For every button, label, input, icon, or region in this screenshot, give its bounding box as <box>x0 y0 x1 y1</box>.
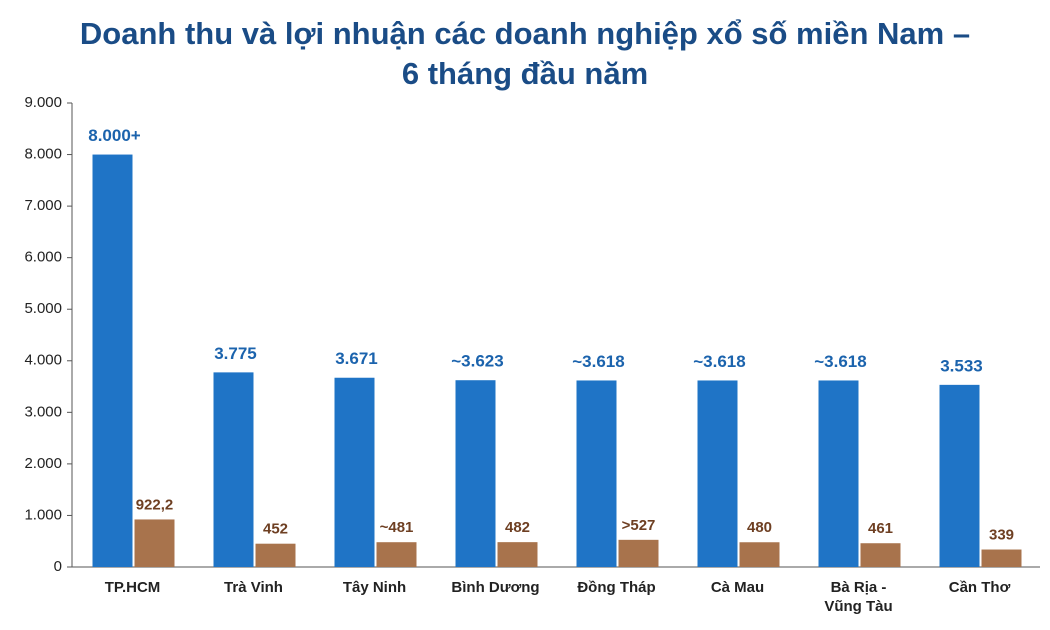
y-tick-label: 3.000 <box>24 403 62 420</box>
value-label: 339 <box>989 526 1014 543</box>
y-tick-label: 1.000 <box>24 506 62 523</box>
value-label: ~3.618 <box>814 352 866 371</box>
x-tick-label: Cà Mau <box>710 579 765 596</box>
bar <box>618 539 659 567</box>
value-label: >527 <box>622 517 656 534</box>
value-label: 3.671 <box>335 349 378 368</box>
value-label: 3.775 <box>214 344 257 363</box>
x-tick-label: TP.HCM <box>104 579 161 596</box>
bar <box>455 380 496 567</box>
bar <box>213 372 254 567</box>
x-tick-label: Cần Thơ <box>948 579 1011 596</box>
bar <box>818 380 859 567</box>
bar <box>981 549 1022 567</box>
value-label: ~481 <box>380 519 414 536</box>
value-label: 461 <box>868 520 893 537</box>
y-tick-label: 4.000 <box>24 352 62 369</box>
bar <box>697 380 738 567</box>
x-tick-label: Tây Ninh <box>342 579 407 596</box>
value-label: 922,2 <box>136 496 174 513</box>
y-tick-label: 0 <box>54 558 62 575</box>
bar <box>576 380 617 567</box>
value-label: 480 <box>747 519 772 536</box>
value-label: 8.000+ <box>88 126 141 145</box>
bar <box>255 543 296 567</box>
y-tick-label: 9.000 <box>24 94 62 111</box>
bar <box>739 542 780 567</box>
y-tick-label: 8.000 <box>24 146 62 163</box>
chart-title: Doanh thu và lợi nhuận các doanh nghiệp … <box>79 16 971 91</box>
bar <box>92 154 133 568</box>
bar <box>939 384 980 567</box>
value-label: 482 <box>505 519 530 536</box>
y-tick-label: 6.000 <box>24 249 62 266</box>
value-label: ~3.618 <box>572 352 624 371</box>
x-tick-label: Bà Rịa - Vũng Tàu <box>824 579 893 615</box>
bar <box>376 542 417 567</box>
bar <box>134 519 175 567</box>
value-label: ~3.618 <box>693 352 745 371</box>
bar <box>860 543 901 567</box>
value-label: ~3.623 <box>451 352 503 371</box>
bar <box>334 377 375 567</box>
x-tick-label: Trà Vinh <box>224 579 283 596</box>
y-tick-label: 5.000 <box>24 300 62 317</box>
x-tick-label: Bình Dương <box>451 579 540 596</box>
y-tick-label: 7.000 <box>24 197 62 214</box>
bar <box>497 542 538 567</box>
value-label: 3.533 <box>940 356 983 375</box>
value-label: 452 <box>263 521 288 538</box>
x-tick-label: Đồng Tháp <box>577 579 656 596</box>
y-tick-label: 2.000 <box>24 455 62 472</box>
